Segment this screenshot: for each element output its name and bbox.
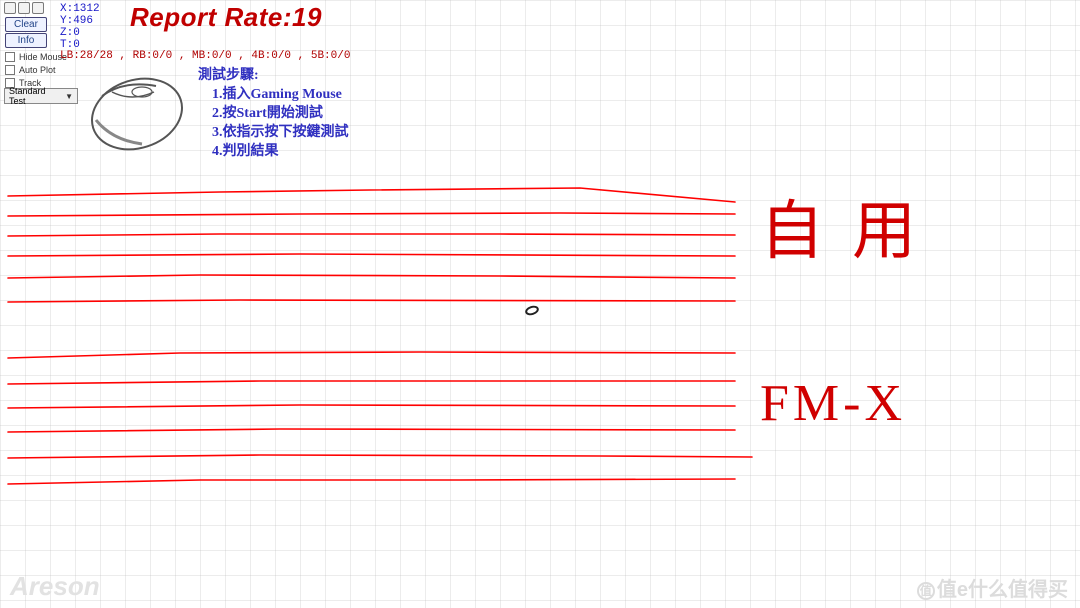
plot-line bbox=[8, 479, 735, 484]
checkbox-hide-mouse[interactable]: Hide Mouse bbox=[5, 50, 67, 63]
info-button[interactable]: Info bbox=[5, 33, 47, 48]
plot-line bbox=[8, 455, 752, 458]
report-rate-label: Report Rate: bbox=[130, 2, 292, 32]
coord-readout: X:1312 Y:496 Z:0 T:0 bbox=[60, 3, 100, 51]
clear-button[interactable]: Clear bbox=[5, 17, 47, 32]
steps-item: 1.插入Gaming Mouse bbox=[198, 85, 349, 104]
checkbox-label: Auto Plot bbox=[19, 65, 56, 75]
report-rate: Report Rate:19 bbox=[130, 2, 322, 33]
plot-line bbox=[8, 405, 735, 408]
plot-line bbox=[8, 275, 735, 278]
test-steps: 測試步驟: 1.插入Gaming Mouse 2.按Start開始測試 3.依指… bbox=[198, 66, 349, 161]
brand-watermark: Areson bbox=[10, 571, 100, 602]
steps-title: 測試步驟: bbox=[198, 66, 349, 85]
coord-y: Y:496 bbox=[60, 15, 100, 27]
plot-line bbox=[8, 254, 735, 256]
plot-line bbox=[8, 352, 735, 358]
checkbox-group: Hide Mouse Auto Plot Track bbox=[5, 50, 67, 89]
mouse-icon bbox=[82, 62, 192, 162]
steps-item: 2.按Start開始測試 bbox=[198, 104, 349, 123]
coord-z: Z:0 bbox=[60, 27, 100, 39]
plot-line bbox=[8, 300, 735, 302]
coord-x: X:1312 bbox=[60, 3, 100, 15]
mini-btn-2[interactable] bbox=[18, 2, 30, 14]
group2-label: FM-X bbox=[760, 378, 906, 430]
steps-item: 3.依指示按下按鍵測試 bbox=[198, 123, 349, 142]
plot-line bbox=[8, 381, 735, 384]
test-mode-select[interactable]: Standard Test ▼ bbox=[4, 88, 78, 104]
chevron-down-icon: ▼ bbox=[63, 92, 75, 101]
window-mini-buttons bbox=[4, 2, 44, 14]
checkbox-icon bbox=[5, 52, 15, 62]
button-status: LB:28/28 , RB:0/0 , MB:0/0 , 4B:0/0 , 5B… bbox=[60, 50, 350, 62]
plot-line bbox=[8, 213, 735, 216]
plot-line bbox=[8, 188, 735, 202]
mini-btn-3[interactable] bbox=[32, 2, 44, 14]
report-rate-value: 19 bbox=[292, 2, 322, 32]
plot-line bbox=[8, 429, 735, 432]
checkbox-icon bbox=[5, 65, 15, 75]
checkbox-auto-plot[interactable]: Auto Plot bbox=[5, 63, 67, 76]
select-value: Standard Test bbox=[9, 86, 63, 106]
mini-btn-1[interactable] bbox=[4, 2, 16, 14]
plot-line bbox=[8, 234, 735, 236]
group1-label: 自用 bbox=[760, 200, 944, 264]
steps-item: 4.判別結果 bbox=[198, 142, 349, 161]
site-watermark: 值值e什么值得买 bbox=[917, 573, 1068, 602]
watermark-icon: 值 bbox=[917, 582, 935, 600]
